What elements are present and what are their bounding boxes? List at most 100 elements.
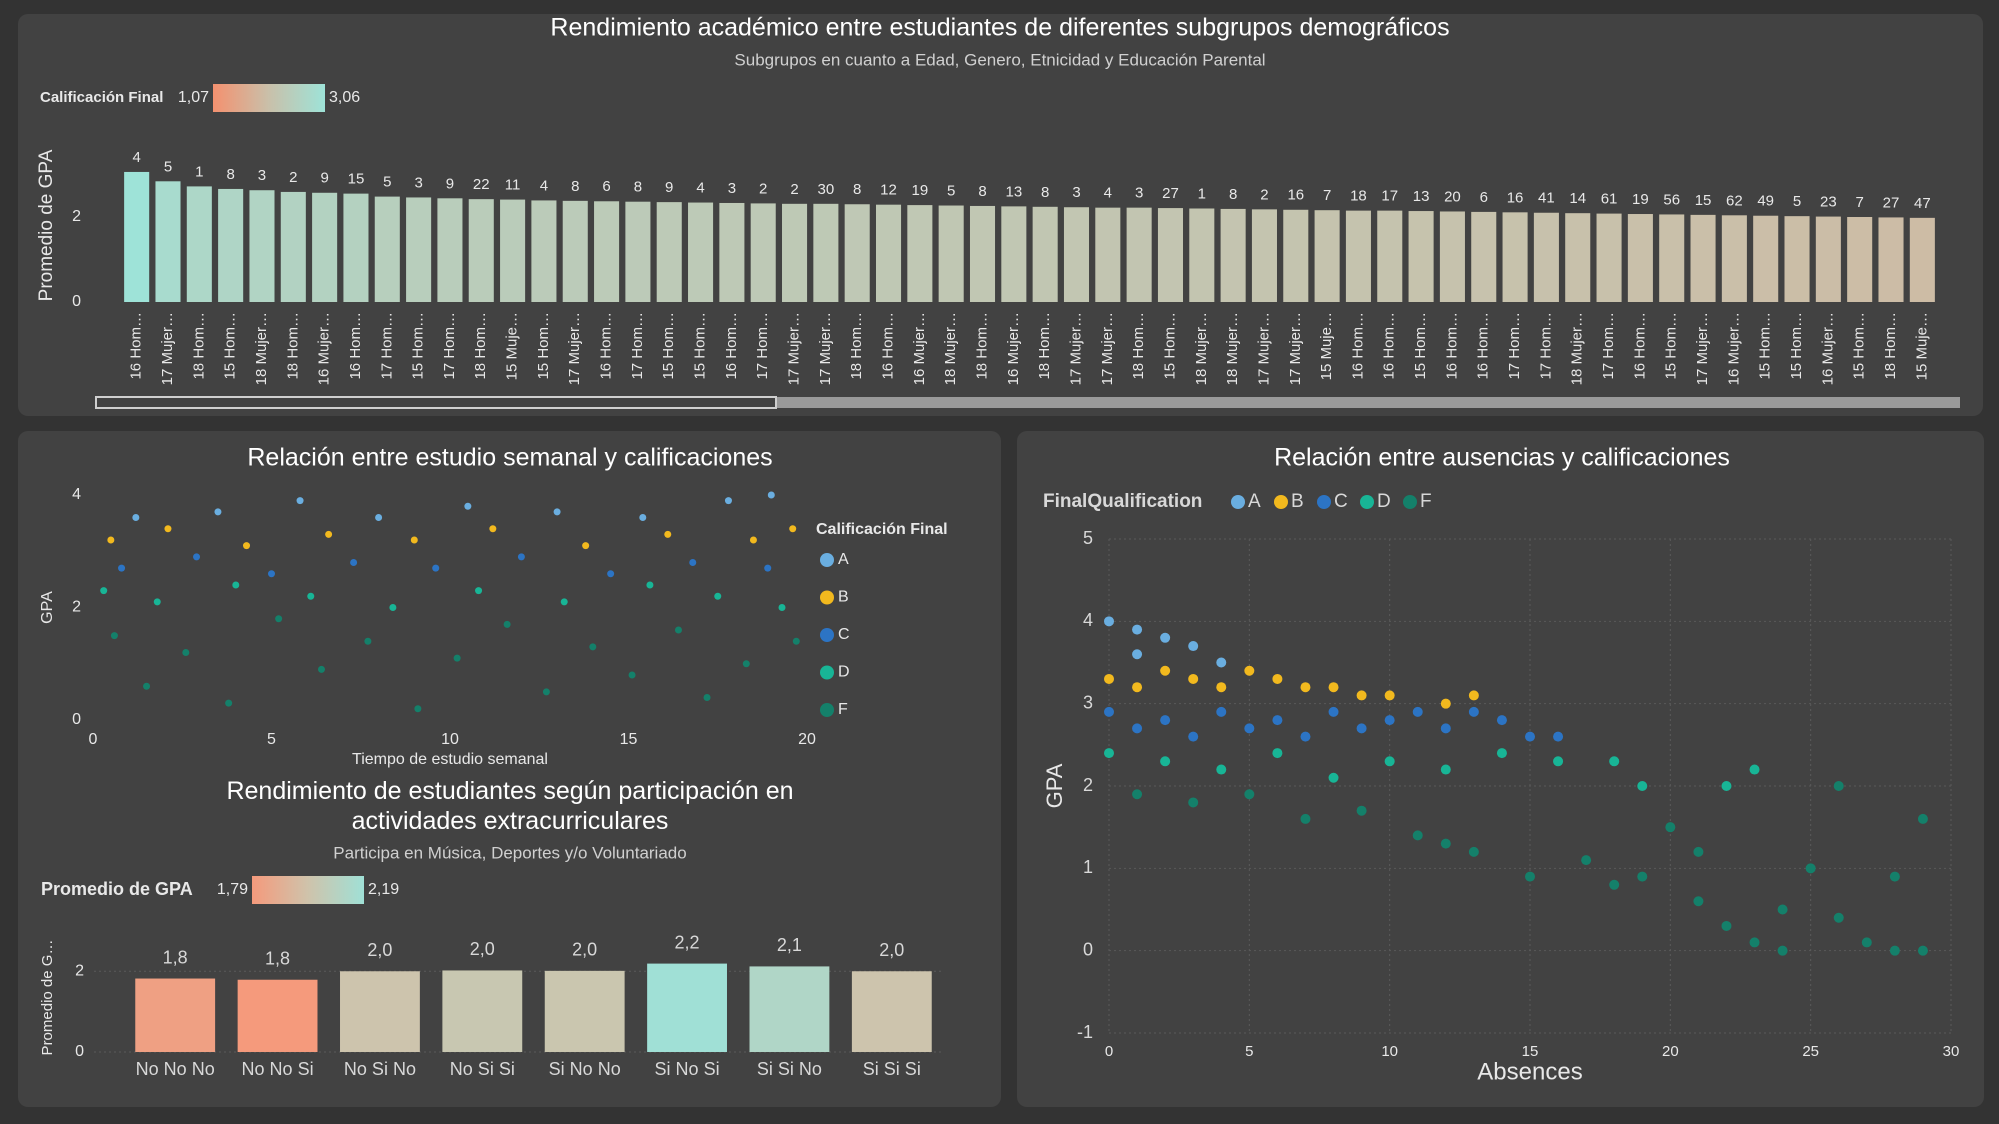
x-tick-label: 15 Hom… xyxy=(660,312,677,380)
data-label: 1,8 xyxy=(163,947,188,967)
data-label: 17 xyxy=(1381,188,1398,205)
y-tick-label: -1 xyxy=(1077,1022,1093,1042)
x-tick-label: 18 Hom… xyxy=(848,312,865,380)
bar xyxy=(343,193,369,302)
scrollbar-track[interactable] xyxy=(96,397,1960,408)
data-label: 2 xyxy=(759,180,767,197)
point xyxy=(1104,673,1114,684)
x-tick-label: 15 Hom… xyxy=(1412,312,1429,380)
x-tick-label: 16 Hom… xyxy=(347,312,364,380)
data-label: 9 xyxy=(320,170,328,187)
point xyxy=(1581,855,1592,866)
legend-scale xyxy=(213,84,325,112)
x-tick-label: 30 xyxy=(1943,1043,1960,1060)
x-tick-label: Si No Si xyxy=(655,1059,720,1079)
legend-min: 1,07 xyxy=(178,89,209,106)
data-label: 1 xyxy=(195,163,203,180)
point xyxy=(1216,657,1227,668)
legend-marker xyxy=(1274,495,1288,509)
bar xyxy=(719,202,745,302)
x-tick-label: 17 Hom… xyxy=(1600,312,1617,380)
data-label: 2 xyxy=(1260,186,1268,203)
point xyxy=(243,542,251,550)
x-axis-label: Tiempo de estudio semanal xyxy=(352,751,548,768)
legend-label: C xyxy=(1334,491,1348,512)
x-tick-label: 16 Hom… xyxy=(723,312,740,380)
bar xyxy=(442,970,523,1052)
bar xyxy=(1596,213,1622,302)
point xyxy=(1244,665,1255,676)
bar xyxy=(218,188,244,302)
bar xyxy=(1627,214,1653,302)
point xyxy=(1244,789,1255,800)
point xyxy=(1440,764,1451,775)
x-tick-label: 18 Hom… xyxy=(1036,312,1053,380)
point xyxy=(664,530,672,538)
bar xyxy=(813,203,839,302)
y-tick-label: 3 xyxy=(1083,692,1093,712)
point xyxy=(193,553,201,561)
data-label: 3 xyxy=(1072,184,1080,201)
bar xyxy=(1721,215,1747,302)
x-tick-label: No Si No xyxy=(344,1059,416,1079)
point xyxy=(1553,756,1564,767)
point xyxy=(1609,756,1620,767)
x-tick-label: 15 Hom… xyxy=(1663,312,1680,380)
point xyxy=(325,530,333,538)
point xyxy=(1917,945,1928,956)
data-label: 22 xyxy=(473,176,490,193)
bar xyxy=(544,970,625,1052)
data-label: 15 xyxy=(348,171,365,188)
point xyxy=(646,581,654,589)
x-tick-label: 15 Hom… xyxy=(1788,312,1805,380)
bar xyxy=(531,200,557,302)
data-label: 15 xyxy=(1695,192,1712,209)
data-label: 8 xyxy=(853,181,861,198)
panel xyxy=(18,431,1001,1107)
point xyxy=(792,637,800,645)
x-tick-label: 18 Mujer… xyxy=(1193,312,1210,385)
bar xyxy=(938,205,964,302)
bar xyxy=(907,205,933,302)
bar xyxy=(1377,210,1403,302)
x-tick-label: 16 Mujer… xyxy=(911,312,928,385)
point xyxy=(489,525,497,533)
bar xyxy=(1784,216,1810,302)
x-tick-label: 16 Hom… xyxy=(128,312,145,380)
data-label: 16 xyxy=(1287,187,1304,204)
scrollbar-thumb[interactable] xyxy=(95,396,777,409)
bar xyxy=(249,190,275,302)
point xyxy=(1216,682,1227,693)
x-tick-label: No Si Si xyxy=(450,1059,515,1079)
legend-marker xyxy=(1403,495,1417,509)
point xyxy=(1889,945,1900,956)
data-label: 3 xyxy=(728,180,736,197)
point xyxy=(1328,682,1339,693)
data-label: 61 xyxy=(1601,191,1618,208)
y-tick-label: 2 xyxy=(72,208,81,225)
point xyxy=(1496,748,1507,759)
point xyxy=(1216,764,1227,775)
bar xyxy=(1847,217,1873,302)
data-label: 30 xyxy=(818,181,835,198)
chart-subtitle: Participa en Música, Deportes y/o Volunt… xyxy=(333,843,686,862)
chart-title: Rendimiento académico entre estudiantes … xyxy=(550,14,1449,42)
point xyxy=(107,536,115,544)
point xyxy=(214,508,222,516)
bar xyxy=(186,186,212,302)
point xyxy=(364,637,372,645)
x-tick-label: 25 xyxy=(1802,1043,1819,1060)
legend-marker xyxy=(820,553,834,567)
x-tick-label: 15 Hom… xyxy=(410,312,427,380)
data-label: 2 xyxy=(790,181,798,198)
data-label: 11 xyxy=(505,177,521,194)
data-label: 8 xyxy=(1041,184,1049,201)
bar xyxy=(1753,215,1779,302)
x-tick-label: 20 xyxy=(1662,1043,1679,1060)
bar xyxy=(1283,209,1309,302)
point xyxy=(674,626,682,634)
x-tick-label: 17 Hom… xyxy=(629,312,646,380)
y-tick-label: 4 xyxy=(1083,610,1093,630)
